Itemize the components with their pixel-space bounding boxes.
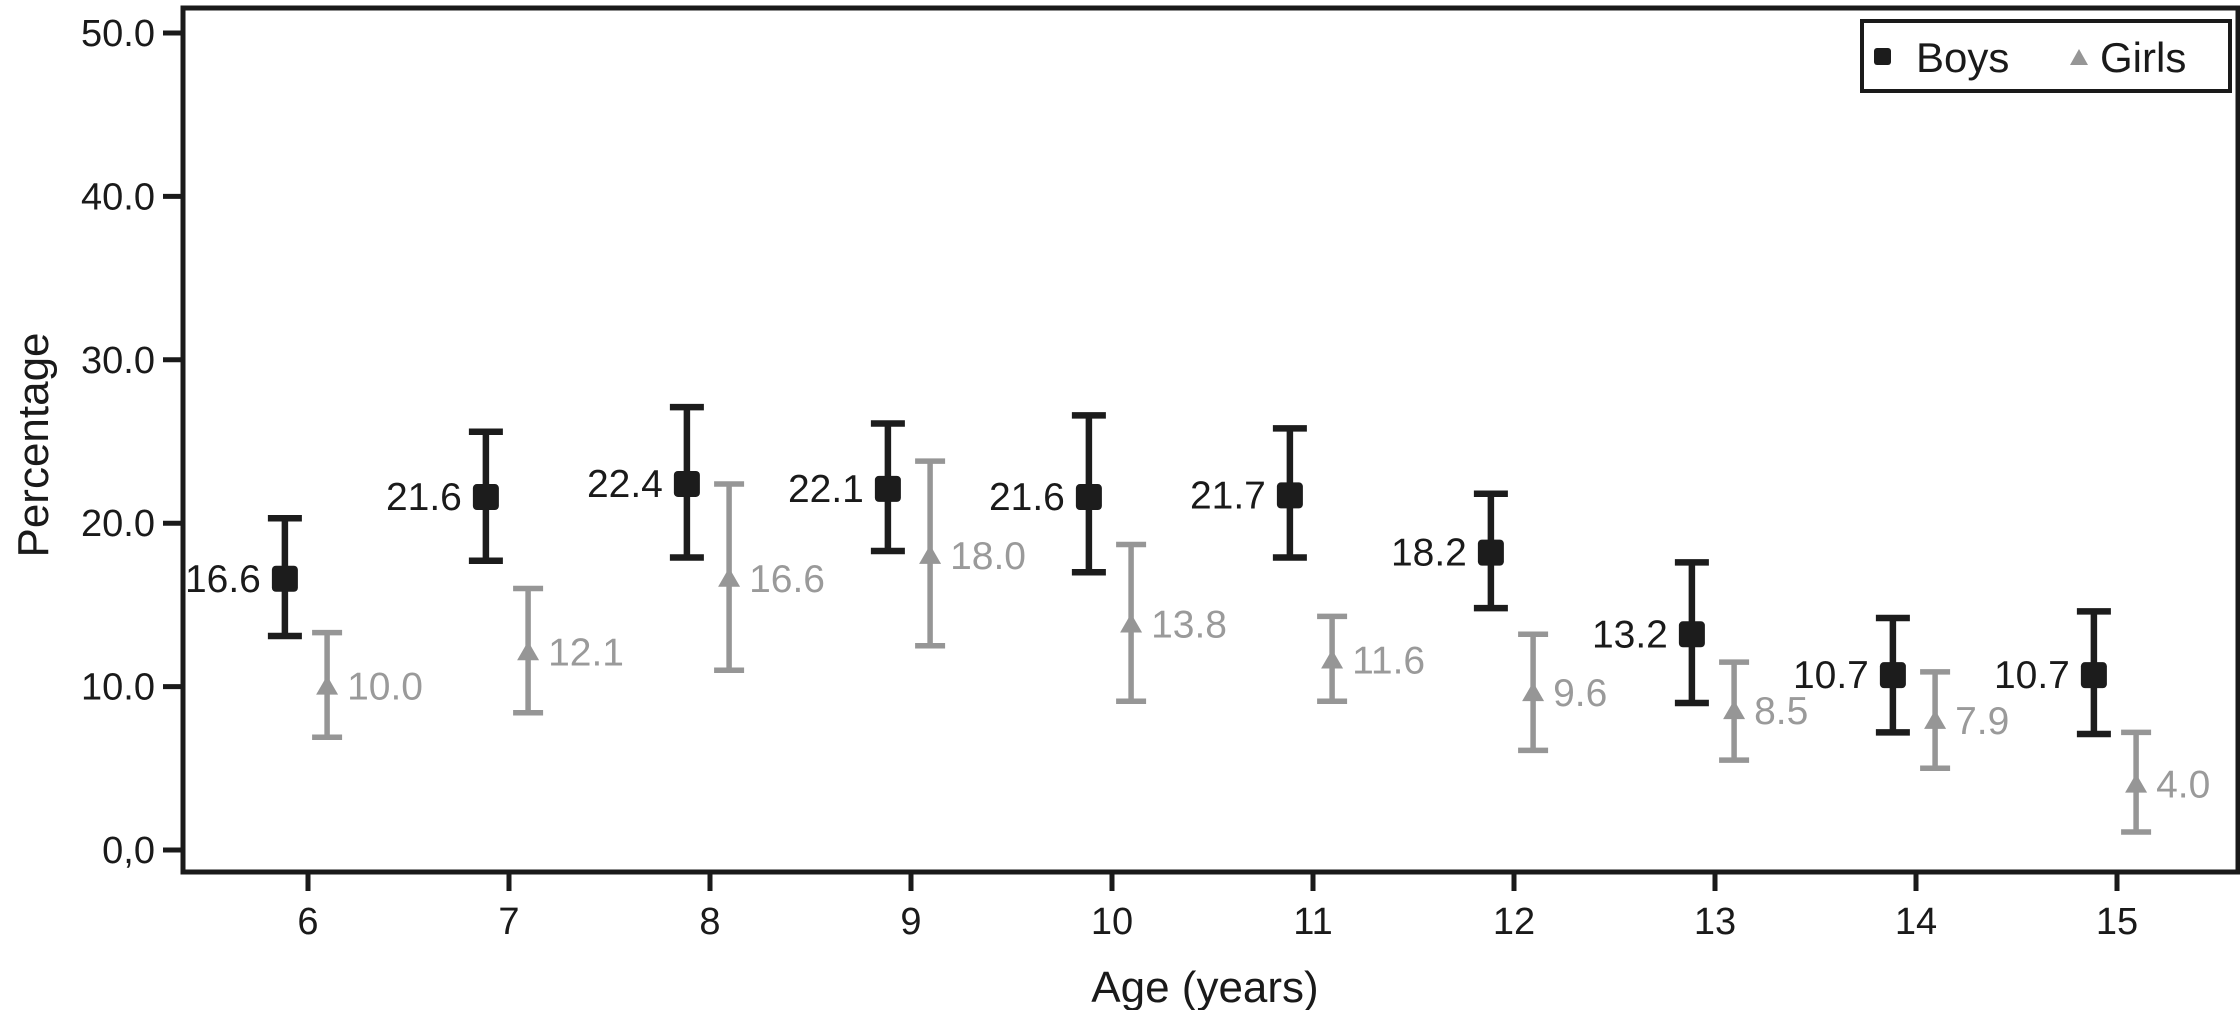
boys-point-age-8: 22.4: [587, 403, 704, 561]
value-label: 11.6: [1352, 639, 1425, 682]
series-girls: 10.0 12.1 16.6 18.0 13.8 11.6 9.6 8.5 7.9 4.0: [312, 458, 2210, 835]
value-label: 4.0: [2156, 764, 2210, 807]
girls-point-age-7: 12.1: [513, 585, 624, 716]
series-boys: 16.6 21.6 22.4 22.1 21.6 21.7 18.2 13.2 10.7 10.7: [185, 403, 2111, 738]
legend-boys-marker: [1874, 48, 1891, 65]
y-tick-label: 30.0: [81, 340, 155, 382]
boys-point-age-15: 10.7: [1994, 608, 2111, 738]
value-label: 18.0: [950, 535, 1026, 578]
square-marker: [1678, 621, 1705, 648]
value-label: 21.6: [989, 476, 1065, 519]
girls-point-age-9: 18.0: [915, 458, 1026, 649]
y-tick-label: 50.0: [81, 13, 155, 55]
y-axis: 0,0 10.0 20.0 30.0 40.0 50.0: [81, 13, 183, 872]
triangle-marker: [1723, 700, 1746, 720]
girls-point-age-11: 11.6: [1317, 613, 1425, 705]
square-marker: [271, 565, 298, 592]
value-label: 13.2: [1592, 613, 1668, 656]
x-tick-label: 8: [699, 901, 720, 943]
value-label: 21.7: [1190, 474, 1266, 517]
y-tick-label: 40.0: [81, 176, 155, 218]
square-marker: [874, 475, 901, 502]
boys-point-age-14: 10.7: [1793, 614, 1910, 736]
x-tick-label: 10: [1091, 901, 1133, 943]
x-axis: 6 7 8 9 10 11 12 13 14 15: [297, 872, 2138, 943]
triangle-marker: [1924, 709, 1947, 729]
legend-girls-marker: [2070, 49, 2088, 65]
legend: Boys Girls: [1860, 19, 2232, 93]
triangle-marker: [2125, 773, 2148, 793]
value-label: 18.2: [1391, 532, 1467, 575]
boys-point-age-12: 18.2: [1391, 490, 1508, 612]
legend-girls-label: Girls: [2100, 34, 2186, 81]
legend-box: [1860, 19, 2232, 93]
triangle-marker: [316, 675, 339, 695]
square-marker: [2080, 662, 2107, 689]
value-label: 13.8: [1151, 604, 1227, 647]
value-label: 22.1: [788, 468, 864, 511]
x-tick-label: 11: [1293, 901, 1332, 943]
value-label: 12.1: [548, 631, 624, 674]
value-label: 21.6: [386, 476, 462, 519]
x-axis-title: Age (years): [1091, 963, 1318, 1010]
square-marker: [1075, 484, 1102, 511]
legend-boys-label: Boys: [1916, 34, 2009, 81]
triangle-marker: [1120, 613, 1143, 633]
value-label: 10.7: [1793, 654, 1869, 697]
y-axis-title: Percentage: [9, 332, 58, 557]
boys-point-age-6: 16.6: [185, 515, 302, 640]
boys-point-age-9: 22.1: [788, 420, 905, 555]
plot-border: [180, 5, 2240, 875]
square-marker: [1477, 539, 1504, 566]
girls-point-age-13: 8.5: [1719, 659, 1808, 763]
triangle-marker: [1522, 682, 1545, 702]
y-tick-label: 0,0: [102, 830, 155, 872]
girls-point-age-12: 9.6: [1518, 631, 1607, 754]
value-label: 16.6: [749, 558, 825, 601]
triangle-marker: [919, 544, 942, 564]
boys-point-age-11: 21.7: [1190, 425, 1307, 561]
boys-point-age-10: 21.6: [989, 412, 1106, 576]
boys-point-age-13: 13.2: [1592, 559, 1709, 707]
x-tick-label: 14: [1895, 901, 1937, 943]
square-marker: [1879, 662, 1906, 689]
girls-point-age-10: 13.8: [1116, 541, 1227, 705]
square-marker: [472, 484, 499, 511]
y-tick-label: 10.0: [81, 667, 155, 709]
triangle-marker: [1321, 649, 1344, 669]
value-label: 16.6: [185, 558, 261, 601]
x-tick-label: 7: [498, 901, 519, 943]
value-label: 8.5: [1754, 690, 1808, 733]
value-label: 10.0: [347, 666, 423, 709]
boys-point-age-7: 21.6: [386, 428, 503, 565]
value-label: 7.9: [1955, 700, 2009, 743]
triangle-marker: [718, 567, 741, 587]
girls-point-age-8: 16.6: [714, 481, 825, 674]
x-tick-label: 15: [2096, 901, 2138, 943]
y-tick-label: 20.0: [81, 503, 155, 545]
square-marker: [673, 470, 700, 497]
series-layer: 16.6 21.6 22.4 22.1 21.6 21.7 18.2 13.2 10.7 10.7…: [185, 403, 2210, 835]
x-tick-label: 13: [1694, 901, 1736, 943]
girls-point-age-15: 4.0: [2121, 729, 2210, 835]
x-tick-label: 12: [1493, 901, 1535, 943]
square-marker: [1276, 482, 1303, 509]
girls-point-age-6: 10.0: [312, 629, 423, 741]
x-tick-label: 9: [900, 901, 921, 943]
value-label: 9.6: [1553, 672, 1607, 715]
girls-point-age-14: 7.9: [1920, 669, 2009, 772]
value-label: 10.7: [1994, 654, 2070, 697]
triangle-marker: [517, 641, 540, 661]
x-tick-label: 6: [297, 901, 318, 943]
value-label: 22.4: [587, 463, 663, 506]
